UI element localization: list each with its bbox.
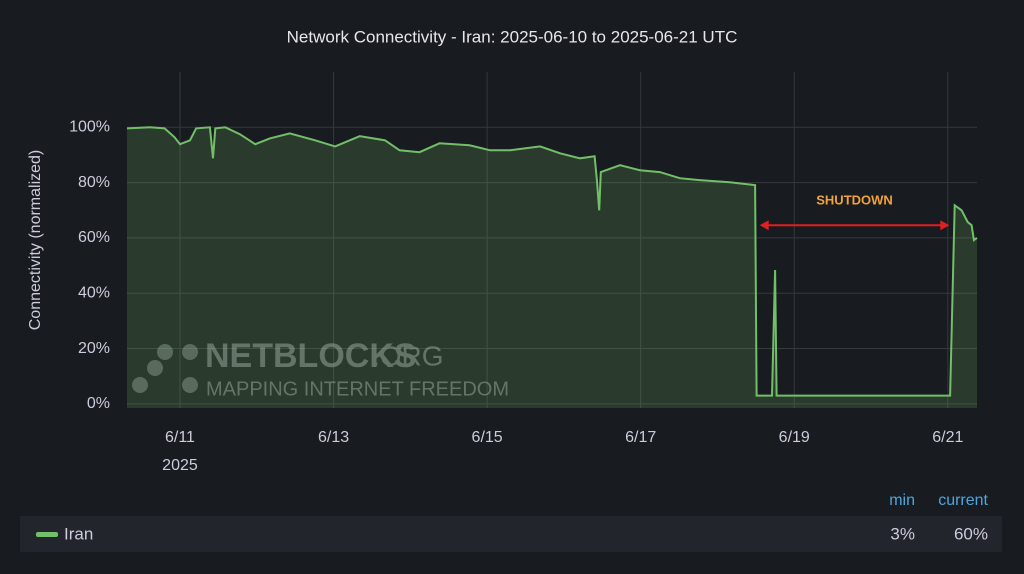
watermark-node [147, 360, 163, 376]
watermark-node [182, 377, 198, 393]
watermark-node [132, 377, 148, 393]
watermark: NETBLOCKS.ORG MAPPING INTERNET FREEDOM [132, 337, 509, 400]
area [127, 127, 977, 409]
legend-stat-header: min [889, 492, 915, 509]
x-year-label: 2025 [162, 457, 198, 474]
watermark-brand: NETBLOCKS [205, 337, 417, 375]
y-axis-label: Connectivity (normalized) [27, 150, 44, 331]
legend-label: Iran [64, 524, 93, 543]
watermark-node [157, 344, 173, 360]
legend-stat-value: 3% [890, 524, 915, 543]
watermark-suffix: .ORG [372, 340, 444, 371]
annotation-label: SHUTDOWN [816, 193, 893, 208]
x-tick-label: 6/11 [165, 429, 195, 446]
legend-row [20, 516, 1002, 552]
x-tick-label: 6/21 [932, 429, 963, 446]
y-tick-label: 100% [69, 119, 110, 136]
legend-swatch [36, 532, 58, 537]
y-tick-label: 0% [87, 395, 110, 412]
x-tick-label: 6/13 [318, 429, 349, 446]
line [126, 126, 978, 397]
y-tick-label: 20% [78, 340, 110, 357]
chart-title: Network Connectivity - Iran: 2025-06-10 … [287, 27, 738, 46]
x-tick-label: 6/17 [625, 429, 656, 446]
watermark-tagline: MAPPING INTERNET FREEDOM [206, 378, 509, 400]
legend-stat-value: 60% [954, 524, 988, 543]
arrow-head [759, 220, 769, 231]
x-tick-label: 6/19 [779, 429, 810, 446]
legend-stat-header: current [938, 492, 988, 509]
x-tick-label: 6/15 [472, 429, 503, 446]
watermark-node [182, 344, 198, 360]
y-tick-label: 40% [78, 284, 110, 301]
y-tick-label: 80% [78, 174, 110, 191]
arrow-head [940, 220, 950, 231]
y-tick-label: 60% [78, 229, 110, 246]
